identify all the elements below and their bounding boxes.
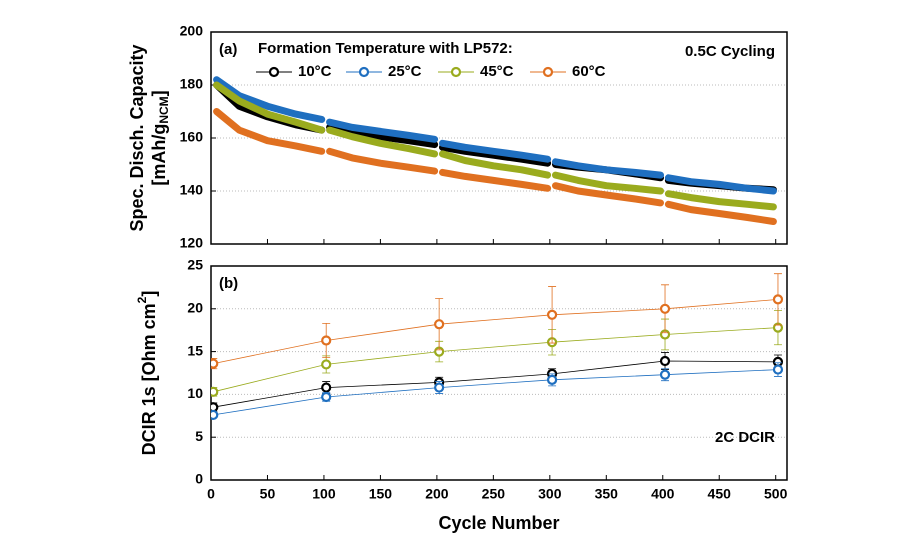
y-tick-label: 0 xyxy=(195,471,203,487)
legend-label: 45°C xyxy=(480,63,514,80)
series-line xyxy=(213,299,779,364)
legend-label: 25°C xyxy=(388,63,422,80)
y-tick-label: 120 xyxy=(180,235,204,251)
series-line xyxy=(213,369,779,416)
plot-frame xyxy=(210,31,788,245)
text-part: 2 xyxy=(135,296,149,303)
y-tick-label: 25 xyxy=(187,257,203,273)
legend-marker xyxy=(358,66,370,78)
x-tick-label: 300 xyxy=(538,486,562,502)
x-tick-label: 400 xyxy=(651,486,675,502)
panel-label: (b) xyxy=(219,275,238,292)
y-axis-unit: [mAh/gNCM] xyxy=(149,90,171,185)
marker xyxy=(659,355,671,367)
legend-label: 60°C xyxy=(572,63,606,80)
x-tick-label: 200 xyxy=(425,486,449,502)
text-part: ] xyxy=(149,90,169,96)
marker xyxy=(321,335,332,346)
x-tick-label: 500 xyxy=(764,486,788,502)
panel-note: 2C DCIR xyxy=(715,429,775,446)
marker xyxy=(321,359,332,370)
panel-label: (a) xyxy=(219,41,237,58)
legend-marker xyxy=(542,66,554,78)
x-tick-label: 450 xyxy=(708,486,732,502)
plot-area xyxy=(211,273,784,421)
marker xyxy=(772,364,784,375)
marker xyxy=(434,382,445,393)
marker xyxy=(321,382,332,393)
marker xyxy=(434,319,445,330)
marker xyxy=(659,369,671,380)
y-tick-label: 5 xyxy=(195,428,203,444)
text-part: ] xyxy=(139,291,159,297)
x-tick-label: 250 xyxy=(482,486,506,502)
marker xyxy=(211,358,219,369)
plot-area xyxy=(217,80,785,226)
panel: 120 140 160 180 200 (a) 0.5C Cycling Spec. Disc… xyxy=(127,23,788,251)
y-tick-label: 15 xyxy=(187,342,203,358)
legend-marker xyxy=(268,66,280,78)
y-tick-label: 140 xyxy=(180,182,204,198)
x-tick-label: 0 xyxy=(207,486,215,502)
y-axis-label: DCIR 1s [Ohm cm2] xyxy=(135,291,159,456)
x-tick-label: 100 xyxy=(312,486,336,502)
y-axis-label: Spec. Disch. Capacity xyxy=(127,44,147,231)
legend-marker xyxy=(450,66,462,78)
x-axis-label: Cycle Number xyxy=(438,513,559,533)
marker xyxy=(546,309,558,320)
text-part: DCIR 1s [Ohm cm xyxy=(139,303,159,455)
marker xyxy=(211,409,219,421)
legend-label: 10°C xyxy=(298,63,332,80)
y-tick-label: 180 xyxy=(180,76,204,92)
marker xyxy=(659,303,671,314)
text-part: [mAh/g xyxy=(149,124,169,186)
series-line xyxy=(213,360,779,408)
plot-frame xyxy=(210,265,788,481)
marker xyxy=(546,374,558,385)
panel-note: 0.5C Cycling xyxy=(685,43,775,60)
marker xyxy=(321,391,332,403)
legend-title: Formation Temperature with LP572: xyxy=(258,40,513,57)
y-tick-label: 160 xyxy=(180,129,204,145)
marker xyxy=(211,386,219,397)
marker xyxy=(772,294,784,305)
y-tick-label: 20 xyxy=(187,300,203,316)
x-tick-label: 150 xyxy=(369,486,393,502)
x-tick-label: 350 xyxy=(595,486,619,502)
series-line xyxy=(213,327,779,393)
x-tick-label: 50 xyxy=(260,486,276,502)
y-tick-label: 10 xyxy=(187,385,203,401)
text-part: NCM xyxy=(157,96,171,123)
y-tick-label: 200 xyxy=(180,23,204,39)
